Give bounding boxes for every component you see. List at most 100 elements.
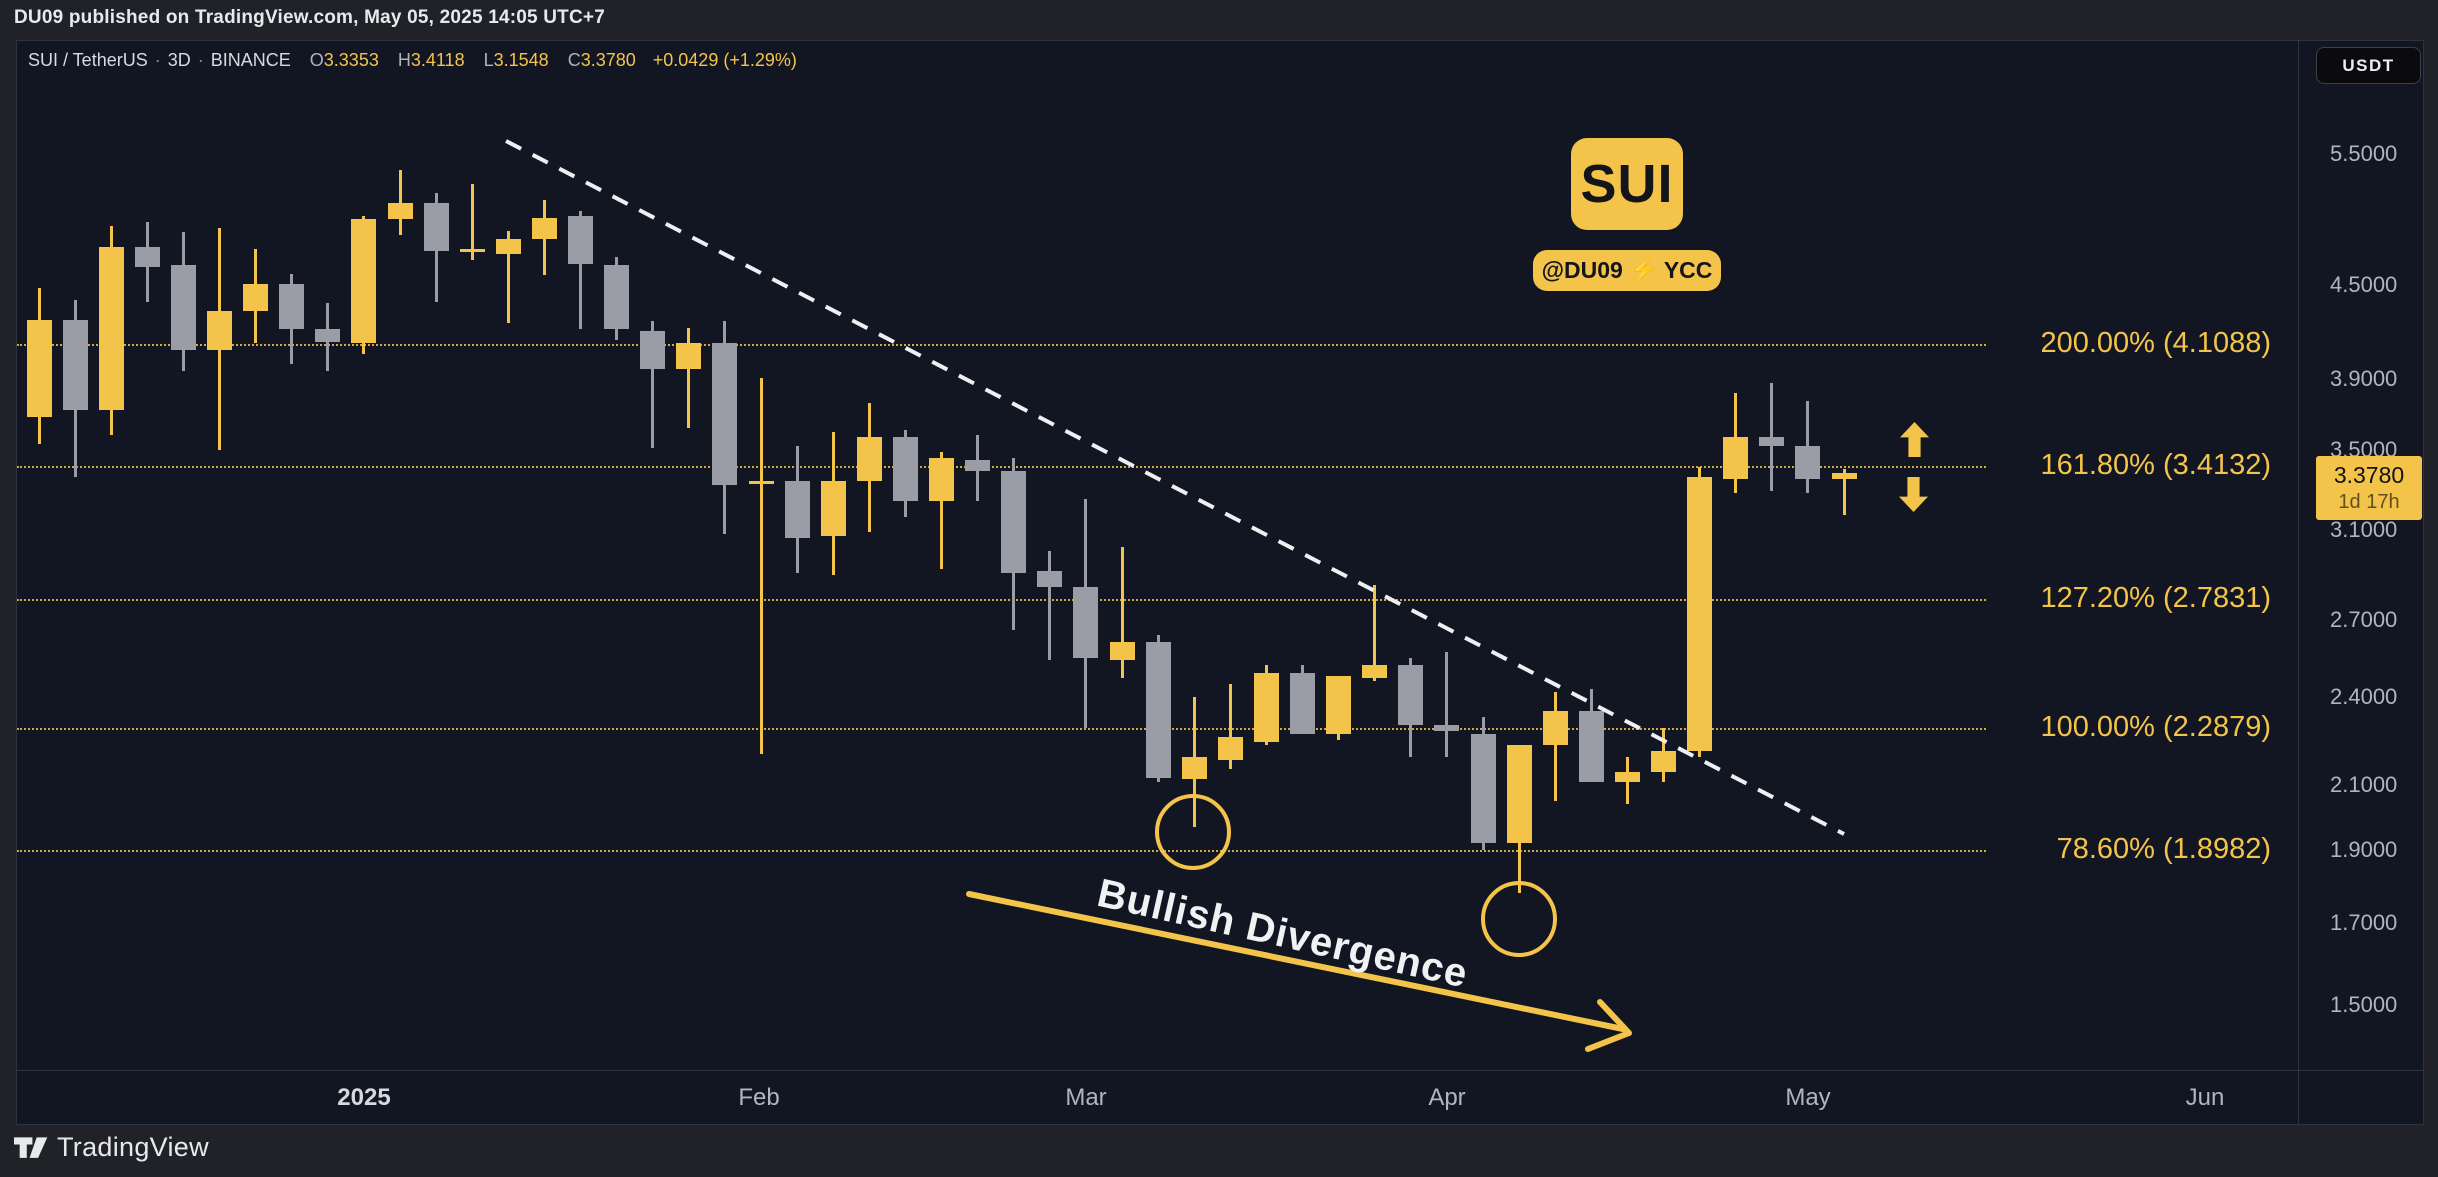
fib-level-label: 78.60% (1.8982) [2056, 833, 2271, 865]
price-tick-label: 1.5000 [2330, 992, 2398, 1018]
candle-wick [1048, 551, 1052, 661]
time-tick-label: 2025 [337, 1084, 391, 1111]
author-badge: @DU09 ⚡ YCC [1533, 250, 1721, 291]
open-key: O [309, 50, 324, 70]
high-key: H [397, 50, 411, 70]
open-value: 3.3353 [323, 50, 379, 70]
price-tick-label: 4.5000 [2330, 272, 2398, 298]
currency-badge: USDT [2316, 47, 2421, 84]
divergence-circle-2 [1481, 881, 1557, 957]
last-price-value: 3.3780 [2333, 462, 2405, 489]
fib-level-line [17, 465, 1986, 468]
exchange-label: BINANCE [210, 50, 291, 70]
sui-symbol-badge: SUI [1571, 138, 1683, 230]
candle-body [1831, 473, 1857, 479]
candle-body [531, 217, 557, 240]
time-tick-label: Jun [2185, 1084, 2225, 1111]
candle-body [1290, 673, 1315, 734]
descending-trendline [505, 139, 1845, 836]
last-price-badge: 3.3780 1d 17h [2316, 456, 2422, 520]
candle-body [1109, 642, 1135, 661]
candle-wick [470, 184, 474, 260]
candle-body [1542, 711, 1568, 746]
chart-plot-area[interactable]: 200.00% (4.1088) 161.80% (3.4132) 127.20% … [17, 41, 2298, 1070]
high-value: 3.4118 [410, 50, 465, 70]
candle-body [1434, 725, 1460, 731]
candle-wick [1553, 691, 1557, 801]
fib-level-label: 161.80% (3.4132) [2040, 448, 2271, 481]
candle-body [1578, 711, 1604, 782]
candle-body [459, 248, 485, 252]
candle-body [965, 459, 991, 471]
candle-wick [759, 377, 763, 755]
divergence-label: Bullish Divergence [1093, 871, 1473, 997]
candle-body [1470, 733, 1496, 844]
price-tick-label: 2.7000 [2330, 607, 2398, 633]
time-tick-label: May [1785, 1084, 1831, 1111]
separator: · [197, 50, 204, 70]
fib-level-label: 127.20% (2.7831) [2040, 582, 2271, 615]
time-tick-label: Feb [738, 1084, 780, 1111]
price-tick-label: 1.7000 [2330, 910, 2398, 936]
candle-body [1362, 665, 1388, 679]
candle-body [1398, 665, 1424, 726]
price-tick-label: 2.1000 [2330, 771, 2398, 797]
price-tick-label: 3.9000 [2330, 366, 2398, 392]
candle-body [1326, 675, 1352, 734]
tradingview-logo-text: TradingView [57, 1132, 209, 1162]
candle-body [748, 480, 774, 484]
candle-body [892, 437, 918, 501]
change-value: +0.0429 (+1.29%) [652, 50, 797, 70]
candle-body [1073, 587, 1099, 658]
candle-body [98, 247, 124, 411]
tradingview-logo-icon [14, 1136, 48, 1158]
candle-body [387, 203, 413, 219]
candle-body [351, 219, 377, 344]
fib-level-line [17, 344, 1986, 346]
low-value: 3.1548 [493, 50, 549, 70]
candle-body [170, 265, 196, 350]
candle-body [820, 480, 846, 536]
candle-body [1145, 642, 1171, 779]
symbol-header: SUI / TetherUS · 3D · BINANCE O3.3353 H3.411… [28, 50, 797, 71]
candle-body [929, 457, 954, 501]
price-tick-label: 1.9000 [2330, 837, 2398, 863]
candle-body [495, 239, 521, 255]
fib-level-label: 200.00% (4.1088) [2040, 327, 2271, 359]
time-tick-label: Mar [1065, 1084, 1107, 1111]
candle-wick [398, 169, 402, 235]
candle-body [207, 310, 232, 350]
candle-body [1759, 437, 1785, 447]
candle-body [62, 319, 88, 411]
candle-body [1687, 476, 1713, 752]
candle-body [1506, 745, 1532, 844]
candle-body [676, 343, 702, 370]
time-axis[interactable]: 2025 Feb Mar Apr May Jun [17, 1070, 2423, 1125]
interval-label: 3D [167, 50, 191, 70]
candle-body [423, 203, 449, 252]
candle-body [315, 329, 341, 342]
candle-body [134, 247, 160, 267]
low-key: L [483, 50, 494, 70]
fib-level-line [17, 850, 1986, 852]
candle-body [1253, 673, 1279, 743]
candle-wick [1445, 652, 1449, 758]
fib-level-label: 100.00% (2.2879) [2040, 710, 2271, 743]
candle-body [784, 480, 810, 539]
candle-body [1614, 772, 1640, 782]
candle-body [1795, 446, 1821, 479]
chart-panel: SUI / TetherUS · 3D · BINANCE O3.3353 H3.411… [16, 40, 2424, 1125]
price-tick-label: 5.5000 [2330, 140, 2398, 166]
price-axis[interactable]: USDT 3.3780 1d 17h 5.5000 4.5000 3.9000 3.5… [2298, 41, 2425, 1070]
price-tick-label: 2.4000 [2330, 684, 2398, 710]
up-arrow-icon [1900, 422, 1929, 457]
close-key: C [567, 50, 581, 70]
candle-body [1651, 751, 1676, 773]
bar-countdown: 1d 17h [2338, 490, 2400, 513]
candle-body [712, 343, 738, 485]
tradingview-credit: TradingView [14, 1132, 209, 1163]
candle-body [26, 319, 52, 418]
candle-body [1001, 471, 1027, 574]
candle-body [856, 437, 882, 481]
